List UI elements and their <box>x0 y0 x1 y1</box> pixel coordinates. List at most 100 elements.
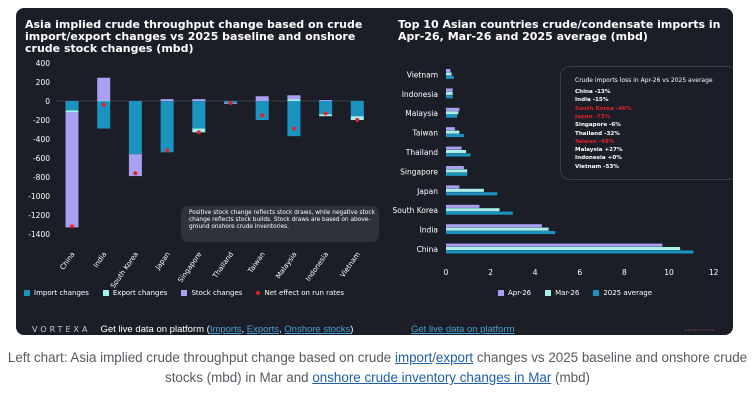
legend-label-mar: Mar-26 <box>555 289 580 297</box>
bar-import-vietnam <box>350 101 364 117</box>
bar-stock-taiwan <box>255 96 269 101</box>
y-tick-label: 0 <box>45 97 50 106</box>
net-marker-malaysia <box>291 126 296 131</box>
caption-text-3: changes vs 2025 baseline and onshore cru… <box>165 350 748 385</box>
imports-link[interactable]: Imports <box>209 324 242 335</box>
caption-export-link[interactable]: export <box>435 350 474 365</box>
y-tick-label-indonesia: Indonesia <box>402 90 438 99</box>
legend-swatch-net <box>256 291 261 295</box>
bar-import-malaysia <box>287 101 301 137</box>
bar-export-china <box>65 110 79 113</box>
y-tick-label: -600 <box>33 154 50 163</box>
caption-inventory-link[interactable]: onshore crude inventory changes in Mar <box>312 370 552 385</box>
chart-panel: Asia implied crude throughput change bas… <box>16 8 733 335</box>
inset-row: South Korea -46% <box>575 105 632 112</box>
inset-row: China -13% <box>575 89 611 95</box>
bar-mar-26-china <box>446 247 681 251</box>
y-tick-label: -400 <box>33 135 50 144</box>
right-legend: Apr-26 Mar-26 2025 average <box>498 289 652 297</box>
bar-2025-average-vietnam <box>446 75 454 79</box>
x-tick-label: 0 <box>444 268 449 277</box>
y-tick-label-malaysia: Malaysia <box>405 109 438 118</box>
y-tick-label: -1000 <box>28 192 50 201</box>
bar-export-india <box>97 100 111 102</box>
bar-import-india <box>97 101 111 129</box>
footer-prefix: Get live data on platform ( <box>100 324 210 335</box>
inset-row: Vietnam -53% <box>575 163 619 170</box>
left-bar-chart: 4002000-200-400-600-800-1000-1200-1400Ch… <box>28 59 364 290</box>
net-marker-japan <box>165 148 170 153</box>
right-bar-chart: China India South Korea Japan Singapore Thail… <box>393 69 719 277</box>
inset-row: Japan -73% <box>575 113 611 120</box>
footer-sep-1: , <box>241 324 247 335</box>
bar-mar-26-indonesia <box>446 91 453 95</box>
bar-mar-26-malaysia <box>446 111 459 115</box>
bar-apr-26-south-korea <box>446 204 480 208</box>
bar-apr-26-indonesia <box>446 88 453 92</box>
onshore-stocks-link[interactable]: Onshore stocks <box>284 324 351 335</box>
bar-stock-japan <box>160 99 174 101</box>
bar-stock-malaysia <box>287 95 301 100</box>
footer-text: Get live data on platform (Imports, Expo… <box>101 324 354 335</box>
legend-label-net: Net effect on run rates <box>264 289 345 297</box>
stock-note-text: Positive stock change reflects stock dra… <box>189 210 375 230</box>
inset-row: Singapore -6% <box>575 122 621 129</box>
y-tick-label: -1200 <box>28 211 50 220</box>
bar-import-singapore <box>192 101 206 129</box>
bar-import-indonesia <box>319 101 333 115</box>
bar-mar-26-japan <box>446 188 484 192</box>
caption-text-1: Left chart: Asia implied crude throughpu… <box>7 350 395 365</box>
bar-import-south-korea <box>128 101 142 155</box>
imports-loss-box: Crude imports loss in Apr-26 vs 2025 ave… <box>560 66 733 180</box>
bar-mar-26-thailand <box>446 150 467 154</box>
right-footer: Get live data on platform <box>411 324 515 335</box>
legend-swatch-mar <box>545 290 552 296</box>
inset-row: Malaysia +27% <box>575 147 623 154</box>
bar-stock-china <box>65 112 79 228</box>
x-tick-label: 6 <box>577 268 582 277</box>
bar-2025-average-south-korea <box>446 211 513 215</box>
net-marker-taiwan <box>260 113 265 118</box>
x-tick-label: 12 <box>709 268 719 277</box>
bar-stock-south-korea <box>128 154 142 177</box>
y-tick-label-india: India <box>420 226 438 235</box>
y-tick-label-vietnam: Vietnam <box>407 70 438 79</box>
legend-label-export: Export changes <box>112 289 168 297</box>
y-tick-label: -200 <box>33 116 50 125</box>
caption-import-link[interactable]: import <box>394 350 433 365</box>
y-tick-label-singapore: Singapore <box>400 167 438 176</box>
bar-2025-average-singapore <box>446 172 468 176</box>
bar-apr-26-vietnam <box>446 69 451 73</box>
y-tick-label-china: China <box>417 245 438 254</box>
legend-label-import: Import changes <box>34 289 89 297</box>
legend-item-apr: Apr-26 <box>498 289 531 297</box>
bar-stock-india <box>97 77 111 101</box>
net-marker-india <box>101 102 106 107</box>
bar-apr-26-china <box>446 243 663 247</box>
vortexa-logo: VORTEXA <box>32 325 91 334</box>
y-tick-label: 200 <box>36 78 51 87</box>
legend-item-import: Import changes <box>24 289 89 297</box>
bar-2025-average-indonesia <box>446 95 453 99</box>
y-tick-label-south-korea: South Korea <box>393 206 438 215</box>
x-tick-label: 10 <box>664 268 674 277</box>
caption-text-2: / <box>432 350 436 365</box>
live-data-link[interactable]: Get live data on platform <box>411 324 515 335</box>
y-tick-label: -1400 <box>28 230 50 239</box>
bar-mar-26-taiwan <box>446 130 460 134</box>
bar-mar-26-south-korea <box>446 208 500 212</box>
bar-stock-indonesia <box>319 100 333 101</box>
legend-item-mar: Mar-26 <box>545 289 579 297</box>
bar-2025-average-thailand <box>446 153 471 157</box>
bar-mar-26-singapore <box>446 169 468 173</box>
x-tick-label: 4 <box>533 268 538 277</box>
bar-import-china <box>65 101 79 111</box>
bar-mar-26-india <box>446 227 549 231</box>
exports-link[interactable]: Exports <box>246 324 279 335</box>
bar-mar-26-vietnam <box>446 72 452 76</box>
y-tick-label-taiwan: Taiwan <box>411 129 438 138</box>
bar-apr-26-taiwan <box>446 127 455 131</box>
net-marker-china <box>70 224 74 229</box>
legend-swatch-avg <box>593 290 600 296</box>
bar-apr-26-singapore <box>446 166 464 170</box>
